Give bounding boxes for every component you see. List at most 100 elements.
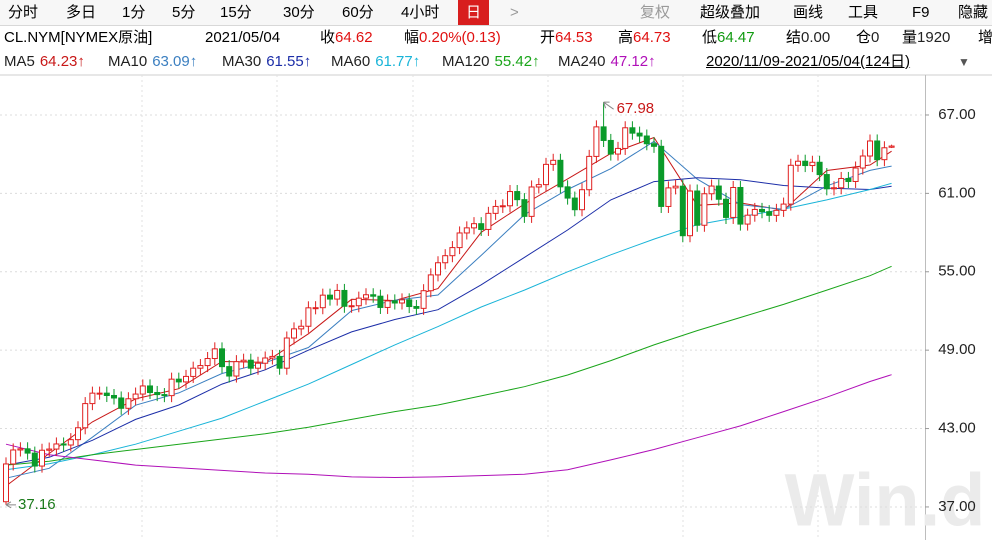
field-value: 64.47 bbox=[717, 29, 755, 46]
field-label: 幅 bbox=[404, 29, 420, 46]
tool-button[interactable]: 隐藏 bbox=[958, 4, 989, 21]
candle-body bbox=[543, 163, 549, 186]
candle-body bbox=[471, 223, 477, 229]
period-button[interactable]: 30分 bbox=[283, 4, 315, 21]
ma-name: MA240 bbox=[558, 53, 606, 70]
tool-button[interactable]: 复权 bbox=[640, 4, 671, 21]
ma-line bbox=[5, 182, 892, 471]
symbol: CL.NYM[NYMEX原油] bbox=[4, 29, 153, 46]
field-label: 低 bbox=[702, 29, 718, 46]
candle-body bbox=[17, 448, 24, 451]
watermark: Win.d bbox=[785, 459, 986, 540]
candle-body bbox=[442, 255, 449, 264]
candle-body bbox=[586, 155, 593, 191]
date-range[interactable]: 2020/11/09-2021/05/04(124日) bbox=[706, 53, 911, 70]
ma-legend-item: MA10 63.09↑ bbox=[108, 50, 197, 74]
candle-body bbox=[420, 290, 427, 309]
field-value: 0 bbox=[871, 29, 880, 46]
candle-body bbox=[233, 361, 240, 377]
candle-body bbox=[708, 185, 715, 195]
candle-body bbox=[802, 160, 809, 167]
candle-body bbox=[89, 392, 96, 405]
candle-body bbox=[427, 274, 434, 292]
candle-body bbox=[651, 143, 657, 147]
candle-body bbox=[694, 190, 701, 226]
ma-value: 61.55↑ bbox=[266, 53, 312, 70]
tool-button[interactable]: 工具 bbox=[848, 4, 879, 21]
quote-field: 仓0 bbox=[856, 26, 879, 50]
candle-body bbox=[377, 295, 384, 308]
period-button[interactable]: 1分 bbox=[122, 4, 146, 21]
candle-body bbox=[571, 197, 578, 211]
candle-body bbox=[255, 362, 261, 369]
period-button[interactable]: 多日 bbox=[66, 4, 97, 21]
candle-body bbox=[154, 391, 161, 396]
tool-button[interactable]: 超级叠加 bbox=[700, 4, 761, 21]
candle-body bbox=[139, 385, 146, 395]
candle-body bbox=[449, 247, 456, 257]
candle-body bbox=[838, 177, 845, 189]
candle-body bbox=[521, 199, 528, 217]
quote-field: 低64.47 bbox=[702, 26, 755, 50]
ma-legend-item: MA60 61.77↑ bbox=[331, 50, 420, 74]
quote-field: 收64.62 bbox=[320, 26, 373, 50]
candle-body bbox=[701, 193, 708, 226]
candle-body bbox=[24, 448, 31, 454]
candle-body bbox=[31, 452, 38, 467]
tool-button[interactable]: 画线 bbox=[793, 4, 824, 21]
candle-body bbox=[190, 367, 197, 377]
candle-body bbox=[881, 147, 888, 161]
candle-body bbox=[355, 297, 362, 307]
candle-body bbox=[636, 132, 643, 137]
period-button[interactable]: 4小时 bbox=[401, 4, 440, 21]
quote-field: 量1920 bbox=[902, 26, 950, 50]
candle-body bbox=[795, 160, 801, 166]
dropdown-arrow[interactable]: ▼ bbox=[958, 55, 970, 69]
candle-body bbox=[175, 378, 182, 383]
y-tick-label: 43.00 bbox=[938, 420, 976, 437]
chart: Win.d 67.00 61.00 55.00 49.00 43.00 37.00 67.9… bbox=[0, 74, 992, 540]
candle-body bbox=[867, 140, 873, 157]
quote-field: 幅0.20%(0.13) bbox=[404, 26, 501, 50]
ma-value: 63.09↑ bbox=[152, 53, 198, 70]
period-button[interactable]: 15分 bbox=[220, 4, 252, 21]
candle-body bbox=[269, 355, 276, 359]
candle-body bbox=[730, 186, 737, 218]
ma-legend-item: MA5 64.23↑ bbox=[4, 50, 85, 74]
candle-body bbox=[759, 208, 765, 213]
period-button[interactable]: 60分 bbox=[342, 4, 374, 21]
ma-name: MA5 bbox=[4, 53, 35, 70]
ma-legend-item: MA30 61.55↑ bbox=[222, 50, 311, 74]
quote-field: 增 bbox=[978, 26, 992, 50]
candle-body bbox=[370, 294, 377, 297]
quote-bar: CL.NYM[NYMEX原油] 2021/05/04 收64.62 幅0.20%(… bbox=[0, 26, 992, 50]
candle-body bbox=[46, 448, 53, 451]
ma-line bbox=[5, 374, 892, 479]
quote-field: 高64.73 bbox=[618, 26, 671, 50]
candle-body bbox=[629, 127, 636, 134]
period-button[interactable]: 5分 bbox=[172, 4, 196, 21]
candle-body bbox=[816, 161, 823, 176]
candle-body bbox=[831, 187, 837, 190]
toolbar-arrow[interactable]: > bbox=[510, 4, 519, 21]
quote-date: 2021/05/04 bbox=[205, 29, 281, 46]
ma-name: MA60 bbox=[331, 53, 371, 70]
candle-body bbox=[305, 307, 312, 327]
ma-line bbox=[5, 140, 892, 479]
candle-body bbox=[103, 392, 110, 396]
period-button[interactable]: 分时 bbox=[8, 4, 39, 21]
candle-body bbox=[96, 392, 103, 395]
candle-body bbox=[550, 159, 557, 165]
candle-body bbox=[874, 140, 881, 161]
candle-body bbox=[118, 397, 125, 409]
max-annotation: 67.98 bbox=[617, 100, 655, 117]
toolbar: > 分时 多日 1分 5分 15分 30分 60分 4小时 日 复权 超级叠加 画线 工具 F9 隐藏 bbox=[0, 0, 992, 26]
ma-line bbox=[5, 177, 892, 466]
period-button[interactable]: 日 bbox=[458, 0, 490, 25]
field-value: 64.62 bbox=[335, 29, 373, 46]
candles bbox=[3, 102, 895, 505]
field-label: 增 bbox=[978, 29, 992, 46]
tool-button[interactable]: F9 bbox=[912, 4, 930, 21]
candle-body bbox=[600, 126, 607, 141]
field-value: 0.20%(0.13) bbox=[419, 29, 501, 46]
